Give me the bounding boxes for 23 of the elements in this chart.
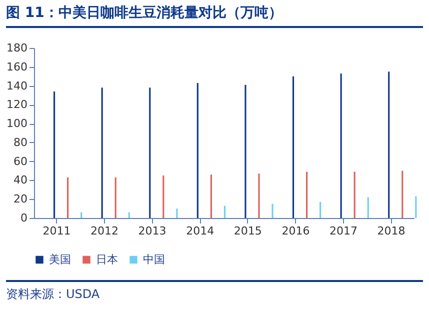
x-tick-label: 2018 bbox=[377, 224, 406, 238]
legend-label: 日本 bbox=[96, 252, 118, 266]
x-tick-label: 2011 bbox=[42, 224, 71, 238]
x-tick-label: 2017 bbox=[329, 224, 358, 238]
y-tick-label: 60 bbox=[14, 154, 28, 168]
x-tick-label: 2012 bbox=[90, 224, 119, 238]
legend-label: 中国 bbox=[143, 252, 165, 266]
y-tick-label: 180 bbox=[6, 42, 28, 54]
y-tick-label: 20 bbox=[14, 192, 28, 206]
x-tick-label: 2014 bbox=[186, 224, 214, 238]
x-tick-label: 2015 bbox=[234, 224, 262, 238]
y-tick-label: 40 bbox=[14, 174, 28, 187]
y-tick-label: 0 bbox=[20, 212, 28, 224]
y-tick-label: 80 bbox=[14, 136, 28, 149]
y-tick-label: 140 bbox=[6, 79, 28, 92]
x-tick-label: 2016 bbox=[282, 224, 310, 238]
text: 资料来源：USDA bbox=[6, 280, 423, 303]
chart-title: 图 11：中美日咖啡生豆消耗量对比（万吨） bbox=[6, 4, 423, 28]
y-tick-label: 100 bbox=[6, 117, 28, 130]
y-tick-label: 160 bbox=[6, 60, 28, 74]
legend-label: 美国 bbox=[49, 252, 71, 266]
y-tick-label: 120 bbox=[6, 98, 28, 112]
x-tick-label: 2013 bbox=[138, 224, 166, 238]
